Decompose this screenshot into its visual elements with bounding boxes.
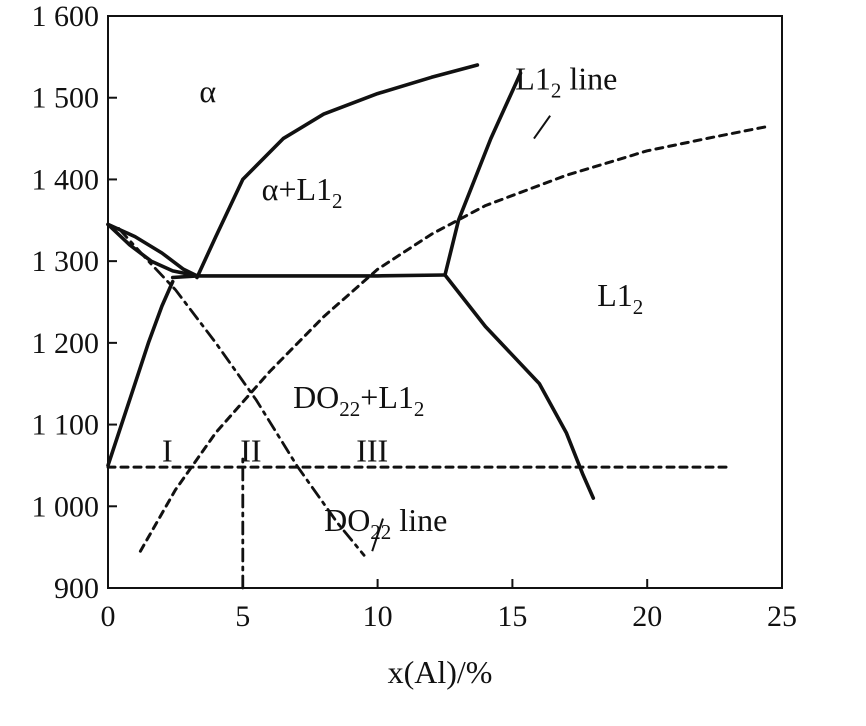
leader-line-1	[533, 115, 551, 140]
curve-solid-4	[443, 273, 596, 500]
region-label-9: DO22 line	[324, 502, 447, 544]
phase-curves	[106, 63, 770, 590]
x-axis-ticks: 0 5 10 15 20 25	[101, 579, 797, 633]
curve-solid-1	[195, 63, 480, 280]
y-tick-label: 1 600	[32, 0, 100, 33]
leader-line-2	[371, 518, 384, 552]
region-label-2: α+L12	[262, 171, 343, 213]
x-tick-label: 20	[632, 600, 662, 633]
x-tick-label: 15	[497, 600, 527, 633]
plot-frame	[107, 15, 783, 589]
region-label-1: α	[199, 73, 216, 109]
y-tick-label: 1 500	[32, 82, 100, 115]
curve-solid-3	[170, 273, 447, 280]
y-tick-label: 1 400	[32, 163, 100, 196]
x-tick-label: 5	[235, 600, 250, 633]
curve-dashed-8	[138, 124, 770, 553]
x-tick-label: 10	[363, 600, 393, 633]
y-axis-ticks: 900 1 000 1 100 1 200 1 300 1 400 1 500 1 600	[32, 0, 117, 605]
curve-dashdot-9	[117, 227, 366, 557]
region-label-6: II	[240, 432, 261, 468]
curve-solid-7	[106, 222, 199, 278]
y-tick-label: 1 300	[32, 245, 100, 278]
region-label-4: DO22+L12	[293, 379, 424, 421]
region-label-3: L12	[597, 277, 643, 319]
region-label-5: I	[162, 432, 173, 468]
y-tick-label: 1 100	[32, 409, 100, 442]
label-leaders	[371, 115, 551, 552]
x-axis-title: x(Al)/%	[388, 654, 493, 690]
plot-area	[107, 15, 783, 589]
x-tick-label: 25	[767, 600, 797, 633]
y-tick-label: 900	[54, 572, 99, 605]
curve-solid-6	[106, 222, 199, 278]
curve-solid-2	[443, 71, 523, 277]
y-tick-label: 1 000	[32, 490, 100, 523]
region-label-7: III	[356, 432, 388, 468]
curve-solid-5	[106, 279, 175, 468]
region-label-8: L12 line	[515, 61, 617, 103]
y-tick-label: 1 200	[32, 327, 100, 360]
x-tick-label: 0	[101, 600, 116, 633]
